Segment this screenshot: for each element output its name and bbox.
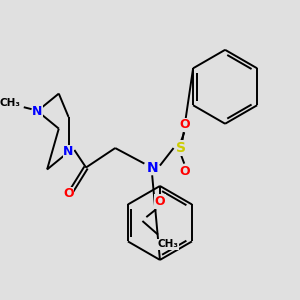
Text: CH₃: CH₃: [0, 98, 21, 108]
Text: O: O: [179, 165, 190, 178]
Text: O: O: [63, 187, 74, 200]
Text: N: N: [146, 160, 158, 175]
Text: N: N: [32, 105, 43, 118]
Text: O: O: [179, 118, 190, 131]
Text: N: N: [63, 146, 74, 158]
Text: CH₃: CH₃: [157, 239, 178, 249]
Text: O: O: [154, 195, 165, 208]
Text: S: S: [176, 141, 186, 155]
